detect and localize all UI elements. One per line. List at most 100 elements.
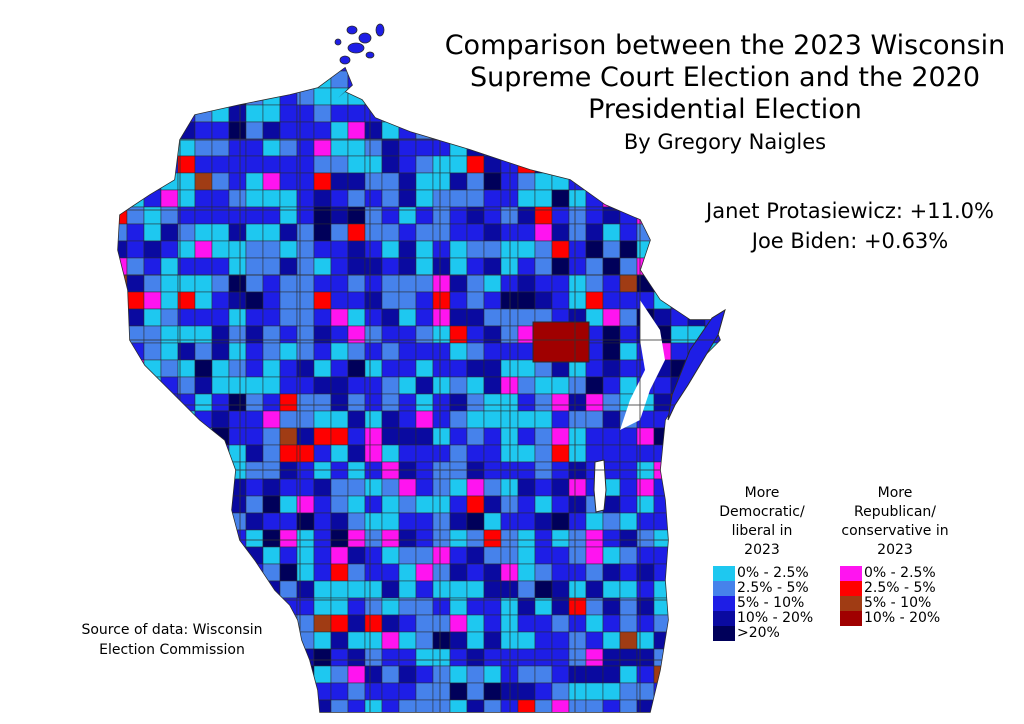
- municipality-tile: [466, 189, 485, 208]
- municipality-tile: [517, 376, 536, 395]
- municipality-tile: [347, 665, 366, 684]
- municipality-tile: [398, 189, 417, 208]
- municipality-tile: [670, 172, 689, 191]
- municipality-tile: [347, 240, 366, 259]
- municipality-tile: [415, 665, 434, 684]
- municipality-tile: [211, 121, 230, 140]
- municipality-tile: [466, 291, 485, 310]
- municipality-tile: [118, 104, 128, 123]
- municipality-tile: [126, 257, 145, 276]
- municipality-tile: [177, 155, 196, 174]
- municipality-tile: [704, 257, 720, 276]
- municipality-tile: [143, 70, 162, 89]
- municipality-tile: [177, 189, 196, 208]
- municipality-tile: [687, 461, 706, 480]
- municipality-tile: [585, 563, 604, 582]
- municipality-tile: [670, 563, 689, 582]
- municipality-tile: [364, 665, 383, 684]
- municipality-tile: [330, 410, 349, 429]
- municipality-tile: [330, 546, 349, 565]
- municipality-tile: [432, 512, 451, 531]
- municipality-tile: [381, 410, 400, 429]
- municipality-tile: [517, 444, 536, 463]
- municipality-tile: [262, 529, 281, 548]
- municipality-tile: [534, 682, 553, 701]
- municipality-tile: [687, 614, 706, 633]
- municipality-tile: [330, 189, 349, 208]
- municipality-tile: [364, 410, 383, 429]
- municipality-tile: [228, 427, 247, 446]
- municipality-tile: [534, 155, 553, 174]
- municipality-tile: [653, 512, 672, 531]
- municipality-tile: [313, 444, 332, 463]
- municipality-tile: [126, 393, 145, 412]
- municipality-tile: [262, 308, 281, 327]
- municipality-tile: [619, 189, 638, 208]
- municipality-tile: [245, 580, 264, 599]
- municipality-tile: [211, 410, 230, 429]
- municipality-tile: [313, 155, 332, 174]
- municipality-tile: [432, 155, 451, 174]
- legend-label: 5% - 10%: [864, 595, 932, 611]
- municipality-tile: [279, 682, 298, 701]
- municipality-tile: [118, 138, 128, 157]
- municipality-tile: [602, 274, 621, 293]
- municipality-tile: [364, 138, 383, 157]
- municipality-tile: [636, 172, 655, 191]
- data-source-note: Source of data: Wisconsin Election Commi…: [52, 620, 292, 660]
- municipality-tile: [143, 291, 162, 310]
- municipality-tile: [449, 274, 468, 293]
- municipality-tile: [279, 189, 298, 208]
- municipality-tile: [399, 20, 416, 37]
- municipality-tile: [297, 20, 314, 37]
- legend-item: 5% - 10%: [840, 596, 990, 611]
- municipality-tile: [211, 546, 230, 565]
- municipality-tile: [126, 376, 145, 395]
- municipality-tile: [245, 121, 264, 140]
- municipality-tile: [517, 308, 536, 327]
- municipality-tile: [211, 699, 230, 712]
- municipality-tile: [262, 512, 281, 531]
- municipality-tile: [143, 342, 162, 361]
- municipality-tile: [602, 563, 621, 582]
- map-title: Comparison between the 2023 Wisconsin Su…: [440, 30, 1010, 156]
- municipality-tile: [449, 410, 468, 429]
- municipality-tile: [212, 37, 229, 54]
- municipality-tile: [483, 682, 502, 701]
- municipality-tile: [262, 342, 281, 361]
- municipality-tile: [177, 291, 196, 310]
- municipality-tile: [313, 427, 332, 446]
- municipality-tile: [194, 155, 213, 174]
- municipality-tile: [160, 597, 179, 616]
- municipality-tile: [449, 393, 468, 412]
- municipality-tile: [118, 597, 128, 616]
- municipality-tile: [568, 614, 587, 633]
- municipality-tile: [466, 597, 485, 616]
- municipality-tile: [262, 682, 281, 701]
- municipality-tile: [517, 546, 536, 565]
- municipality-tile: [415, 563, 434, 582]
- municipality-tile: [262, 240, 281, 259]
- municipality-tile: [449, 291, 468, 310]
- municipality-tile: [585, 257, 604, 276]
- municipality-tile: [126, 172, 145, 191]
- municipality-tile: [245, 699, 264, 712]
- municipality-tile: [381, 87, 400, 106]
- municipality-tile: [381, 631, 400, 650]
- municipality-tile: [517, 648, 536, 667]
- municipality-tile: [602, 444, 621, 463]
- municipality-tile: [177, 495, 196, 514]
- municipality-tile: [126, 478, 145, 497]
- municipality-tile: [279, 121, 298, 140]
- municipality-tile: [211, 68, 230, 72]
- municipality-tile: [194, 68, 213, 72]
- municipality-tile: [534, 665, 553, 684]
- municipality-tile: [143, 393, 162, 412]
- municipality-tile: [415, 682, 434, 701]
- municipality-tile: [364, 240, 383, 259]
- municipality-tile: [398, 529, 417, 548]
- municipality-tile: [466, 580, 485, 599]
- municipality-tile: [670, 427, 689, 446]
- municipality-tile: [483, 495, 502, 514]
- municipality-tile: [228, 172, 247, 191]
